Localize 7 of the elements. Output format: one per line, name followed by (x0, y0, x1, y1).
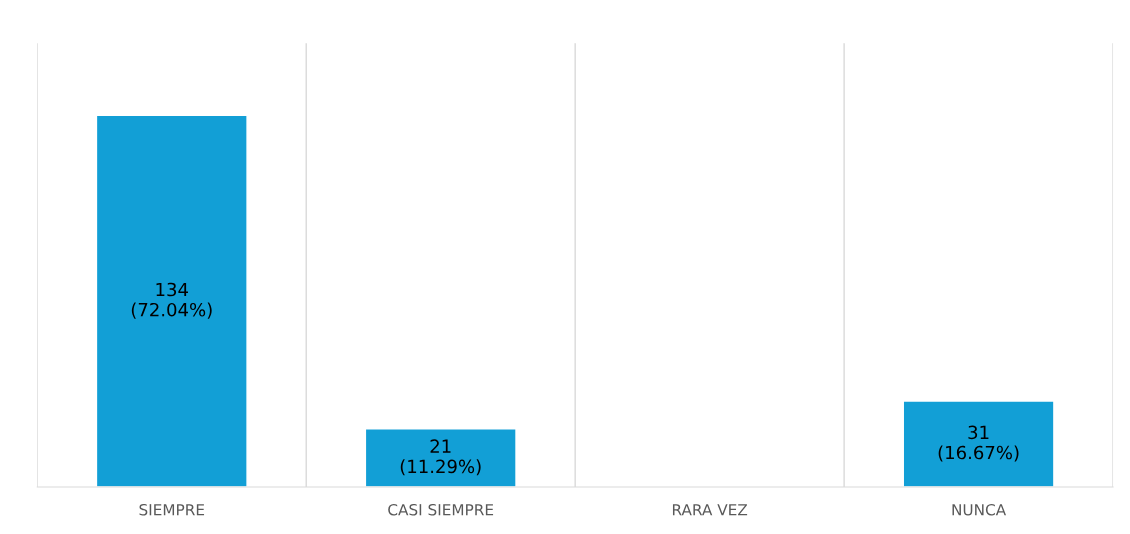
data-label: 21 (11.29%) (400, 439, 481, 476)
x-tick-label: SIEMPRE (139, 503, 205, 516)
data-label: 31 (16.67%) (938, 425, 1019, 462)
x-tick-label: NUNCA (952, 503, 1007, 516)
x-tick-label: RARA VEZ (672, 504, 748, 516)
data-label: 134 (72.04%) (131, 282, 212, 319)
x-tick-label: CASI SIEMPRE (388, 503, 494, 516)
